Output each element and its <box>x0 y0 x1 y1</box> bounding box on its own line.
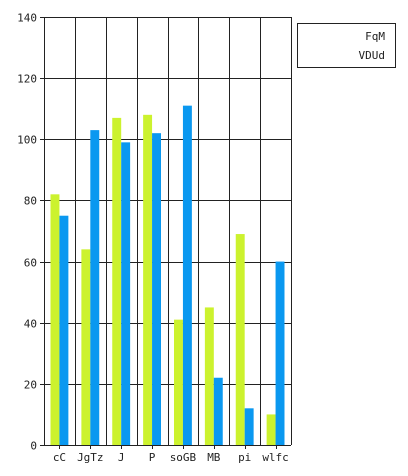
bars <box>50 105 285 446</box>
x-tick-label: wlfc <box>262 451 289 464</box>
legend-item-vdud: VDUd <box>358 49 386 62</box>
bar-fqm-wlfc <box>266 414 276 445</box>
x-tick-label: JgTz <box>77 451 104 464</box>
y-tick-label: 60 <box>24 257 37 270</box>
grid-lines <box>44 17 292 446</box>
bar-vdud-mb <box>213 377 223 445</box>
x-tick-label: MB <box>207 451 221 464</box>
bar-fqm-p <box>143 114 153 445</box>
bar-fqm-mb <box>204 307 214 445</box>
y-tick-label: 80 <box>24 195 37 208</box>
bar-fqm-pi <box>235 234 245 445</box>
bar-vdud-jgtz <box>90 130 100 445</box>
legend-item-fqm: FqM <box>365 30 385 43</box>
x-tick-label: J <box>118 451 125 464</box>
x-tick-label: cC <box>53 451 66 464</box>
bar-fqm-j <box>112 117 122 445</box>
bar-vdud-pi <box>244 408 254 445</box>
bar-fqm-jgtz <box>81 249 91 445</box>
x-tick-label: pi <box>238 451 251 464</box>
x-tick-label: soGB <box>170 451 197 464</box>
bar-vdud-sogb <box>182 105 192 446</box>
bar-vdud-wlfc <box>275 261 285 445</box>
bar-vdud-p <box>152 133 161 445</box>
y-tick-label: 140 <box>17 12 37 25</box>
y-tick-label: 100 <box>17 134 37 147</box>
x-tick-label: P <box>149 451 156 464</box>
legend: FqM VDUd <box>297 23 396 68</box>
bar-vdud-j <box>121 142 131 446</box>
bar-fqm-sogb <box>174 319 183 445</box>
y-tick-label: 40 <box>24 318 37 331</box>
y-tick-label: 0 <box>30 440 37 453</box>
bar-fqm-cc <box>50 194 60 445</box>
y-tick-label: 120 <box>17 73 37 86</box>
bar-vdud-cc <box>59 215 69 445</box>
axes <box>40 17 291 449</box>
y-tick-label: 20 <box>24 379 37 392</box>
